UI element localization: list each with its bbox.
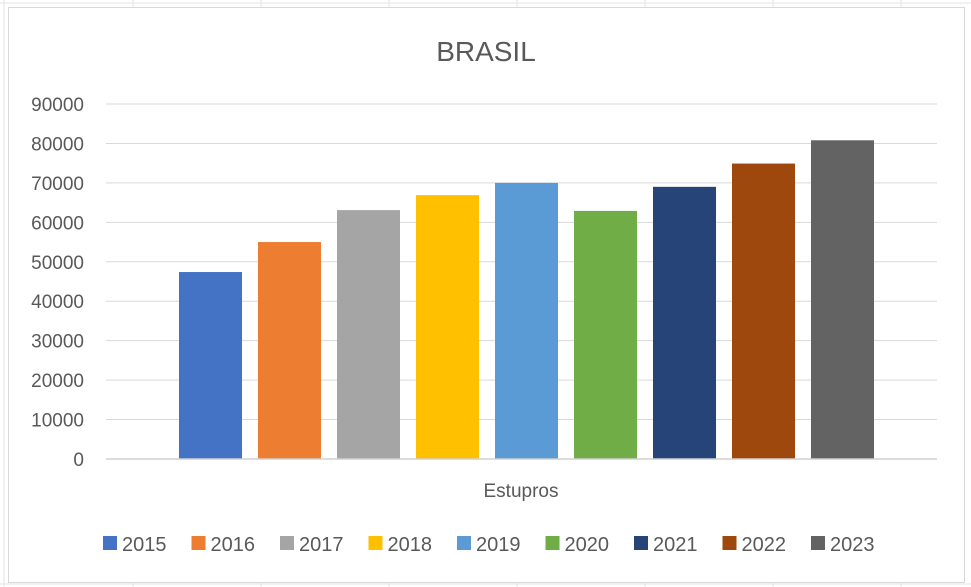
legend-item-2022[interactable]: 2022 xyxy=(722,534,787,556)
legend-swatch xyxy=(457,536,471,550)
legend-swatch xyxy=(811,536,825,550)
bar-2018[interactable] xyxy=(416,195,479,459)
y-tick-label: 0 xyxy=(73,450,84,471)
legend-swatch xyxy=(103,536,117,550)
legend-label: 2022 xyxy=(742,534,787,556)
y-tick-label: 50000 xyxy=(31,253,84,274)
y-tick-label: 60000 xyxy=(31,213,84,234)
legend-label: 2017 xyxy=(299,534,344,556)
y-tick-label: 30000 xyxy=(31,332,84,353)
bar-2023[interactable] xyxy=(811,140,874,460)
legend-swatch xyxy=(634,536,648,550)
y-tick-label: 20000 xyxy=(31,371,84,392)
legend-swatch xyxy=(722,536,737,550)
legend-item-2018[interactable]: 2018 xyxy=(368,534,433,556)
legend: 2015 2016 2017 2018 2019 2020 2021 2022 2023 xyxy=(103,534,875,556)
bar-2015[interactable] xyxy=(179,272,242,459)
bar-2016[interactable] xyxy=(258,242,321,459)
legend-item-2021[interactable]: 2021 xyxy=(634,534,698,556)
legend-label: 2020 xyxy=(565,534,610,556)
bar-2020[interactable] xyxy=(574,210,637,459)
bar-2019[interactable] xyxy=(495,182,558,459)
legend-label: 2016 xyxy=(211,534,256,556)
bar-2017[interactable] xyxy=(337,210,400,459)
legend-item-2015[interactable]: 2015 xyxy=(103,534,167,556)
x-axis-category-label: Estupros xyxy=(484,481,559,502)
y-tick-label: 80000 xyxy=(31,134,84,155)
legend-swatch xyxy=(191,536,206,550)
legend-label: 2019 xyxy=(476,534,521,556)
legend-item-2016[interactable]: 2016 xyxy=(191,534,256,556)
legend-item-2019[interactable]: 2019 xyxy=(457,534,521,556)
chart-title: BRASIL xyxy=(436,36,536,67)
bars xyxy=(179,140,874,460)
legend-item-2023[interactable]: 2023 xyxy=(811,534,875,556)
bar-2022[interactable] xyxy=(732,163,795,460)
y-tick-label: 40000 xyxy=(31,292,84,313)
y-tick-label: 70000 xyxy=(31,174,84,195)
legend-swatch xyxy=(545,536,560,550)
legend-label: 2021 xyxy=(653,534,698,556)
y-axis-ticks: 0 10000 20000 30000 40000 50000 60000 70000 8000… xyxy=(31,95,84,471)
legend-label: 2018 xyxy=(388,534,433,556)
legend-swatch xyxy=(280,536,294,550)
bar-2021[interactable] xyxy=(653,186,716,460)
y-tick-label: 10000 xyxy=(31,411,84,432)
y-tick-label: 90000 xyxy=(31,95,84,116)
chart-area[interactable] xyxy=(8,7,965,583)
legend-label: 2023 xyxy=(830,534,875,556)
legend-item-2020[interactable]: 2020 xyxy=(545,534,610,556)
legend-swatch xyxy=(368,536,383,550)
legend-label: 2015 xyxy=(122,534,167,556)
legend-item-2017[interactable]: 2017 xyxy=(280,534,344,556)
